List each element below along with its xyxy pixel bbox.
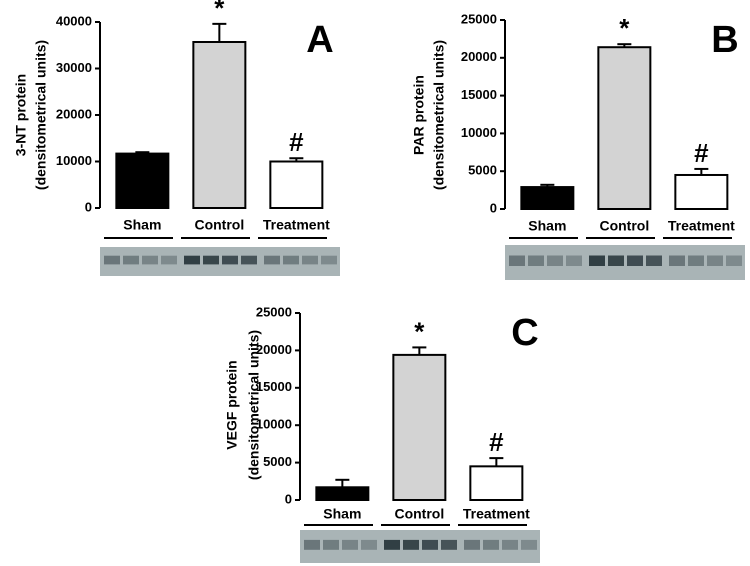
y-tick-label: 40000 [56, 13, 92, 28]
x-tick-label: Sham [323, 506, 361, 522]
blot-band [483, 539, 499, 550]
western-blot [505, 245, 745, 280]
blot-band [283, 255, 299, 265]
y-tick-label: 25000 [256, 304, 292, 319]
x-tick-label: Control [394, 506, 444, 522]
panel-letter: C [511, 312, 538, 354]
y-tick-label: 0 [285, 491, 292, 506]
blot-band [707, 255, 723, 266]
blot-band [321, 255, 337, 265]
significance-mark: # [489, 427, 504, 457]
blot-band [264, 255, 280, 265]
y-axis-label: (densitometrical units) [431, 40, 447, 190]
significance-mark: * [214, 0, 225, 23]
blot-band [441, 539, 457, 550]
blot-band [403, 539, 419, 550]
y-tick-label: 20000 [461, 49, 497, 64]
y-tick-label: 0 [85, 199, 92, 214]
blot-band [509, 255, 525, 266]
blot-band [566, 255, 582, 266]
significance-mark: * [414, 316, 425, 346]
bar [520, 186, 575, 211]
blot-band [502, 539, 518, 550]
y-tick-label: 10000 [56, 153, 92, 168]
x-tick-label: Control [599, 218, 649, 234]
y-tick-label: 25000 [461, 11, 497, 26]
y-tick-label: 30000 [56, 60, 92, 75]
panel-letter: A [306, 19, 333, 61]
bar [674, 173, 729, 210]
x-tick-label: Treatment [668, 218, 735, 234]
bar [192, 40, 247, 210]
blot-band [342, 539, 358, 550]
bar [597, 46, 652, 210]
y-tick-label: 0 [490, 200, 497, 215]
western-blot [100, 247, 340, 276]
blot-band [161, 255, 177, 265]
blot-band [361, 539, 377, 550]
blot-band [323, 539, 339, 550]
blot-band [688, 255, 704, 266]
blot-band [627, 255, 643, 266]
y-tick-label: 20000 [56, 106, 92, 121]
x-tick-label: Treatment [263, 217, 330, 233]
significance-mark: # [289, 127, 304, 157]
y-tick-label: 15000 [256, 379, 292, 394]
blot-band [184, 255, 200, 265]
blot-band [104, 255, 120, 265]
blot-band [142, 255, 158, 265]
significance-mark: * [619, 13, 630, 43]
x-tick-label: Sham [528, 218, 566, 234]
y-tick-label: 10000 [256, 417, 292, 432]
blot-band [422, 539, 438, 550]
blot-band [669, 255, 685, 266]
blot-band [304, 539, 320, 550]
blot-band [222, 255, 238, 265]
y-tick-label: 10000 [461, 125, 497, 140]
x-tick-label: Sham [123, 217, 161, 233]
blot-band [384, 539, 400, 550]
y-tick-label: 5000 [468, 163, 497, 178]
blot-band [547, 255, 563, 266]
significance-mark: # [694, 138, 709, 168]
y-axis-label: (densitometrical units) [33, 40, 49, 190]
blot-band [241, 255, 257, 265]
blot-band [608, 255, 624, 266]
x-tick-label: Treatment [463, 506, 530, 522]
blot-band [302, 255, 318, 265]
western-blot [300, 530, 540, 563]
blot-band [203, 255, 219, 265]
blot-band [646, 255, 662, 266]
y-tick-label: 5000 [263, 454, 292, 469]
blot-band [464, 539, 480, 550]
y-axis-label: PAR protein [411, 75, 427, 155]
x-tick-label: Control [194, 217, 244, 233]
bar [315, 486, 370, 501]
y-axis-label: (densitometrical units) [246, 330, 262, 480]
y-axis-label: VEGF protein [224, 360, 240, 449]
blot-band [521, 539, 537, 550]
panel-letter: B [711, 19, 738, 61]
blot-band [123, 255, 139, 265]
bar [115, 152, 170, 209]
bar [269, 160, 324, 209]
blot-band [726, 255, 742, 266]
blot-band [528, 255, 544, 266]
bar [469, 465, 524, 501]
blot-band [589, 255, 605, 266]
y-axis-label: 3-NT protein [13, 74, 29, 156]
y-tick-label: 15000 [461, 87, 497, 102]
y-tick-label: 20000 [256, 342, 292, 357]
bar [392, 353, 447, 501]
